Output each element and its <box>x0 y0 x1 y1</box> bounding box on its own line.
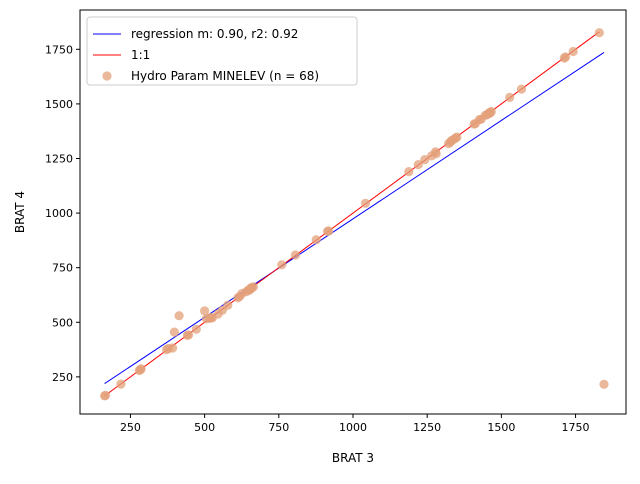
data-point <box>248 282 258 292</box>
y-tick-label: 1000 <box>45 207 73 220</box>
data-point <box>568 46 578 57</box>
data-point <box>413 160 423 170</box>
data-point <box>290 250 300 260</box>
data-point <box>486 106 496 117</box>
data-point <box>168 343 178 353</box>
legend-label: Hydro Param MINELEV (n = 68) <box>131 69 319 83</box>
data-point <box>452 132 462 142</box>
x-tick-label: 1750 <box>562 421 590 434</box>
y-tick-label: 1500 <box>45 98 73 111</box>
data-point <box>223 300 233 310</box>
data-point <box>324 226 334 236</box>
x-tick-label: 500 <box>194 421 215 434</box>
data-point <box>311 235 321 245</box>
data-point <box>404 167 414 177</box>
data-point <box>191 324 201 334</box>
y-tick-label: 750 <box>52 262 73 275</box>
data-point <box>200 306 210 316</box>
data-point <box>594 28 604 38</box>
legend: regression m: 0.90, r2: 0.92 1:1 Hydro Par… <box>86 16 358 86</box>
y-tick-label: 1750 <box>45 43 73 56</box>
data-point <box>184 330 194 340</box>
x-tick-label: 1250 <box>413 421 441 434</box>
legend-label: regression m: 0.90, r2: 0.92 <box>131 27 298 41</box>
x-tick-label: 1500 <box>487 421 515 434</box>
x-axis-label: BRAT 3 <box>332 451 374 465</box>
data-point <box>560 52 571 62</box>
data-point <box>174 311 184 321</box>
y-tick-label: 500 <box>52 316 73 329</box>
data-point <box>360 198 371 208</box>
legend-label: 1:1 <box>131 48 150 62</box>
data-point <box>169 327 179 337</box>
data-point <box>136 364 146 374</box>
data-point <box>516 84 527 94</box>
data-point <box>431 149 441 159</box>
data-point <box>100 390 111 400</box>
data-point <box>599 379 609 389</box>
data-point <box>420 155 430 165</box>
data-point <box>505 92 515 102</box>
x-tick-label: 1000 <box>339 421 367 434</box>
data-point <box>116 379 126 389</box>
x-tick-label: 750 <box>268 421 289 434</box>
legend-box <box>86 16 358 86</box>
data-point <box>277 260 287 270</box>
y-tick-label: 1250 <box>45 152 73 165</box>
legend-marker <box>102 71 112 81</box>
x-tick-label: 250 <box>120 421 141 434</box>
y-tick-label: 250 <box>52 371 73 384</box>
regression-line <box>104 51 605 385</box>
y-axis-label: BRAT 4 <box>13 191 27 233</box>
